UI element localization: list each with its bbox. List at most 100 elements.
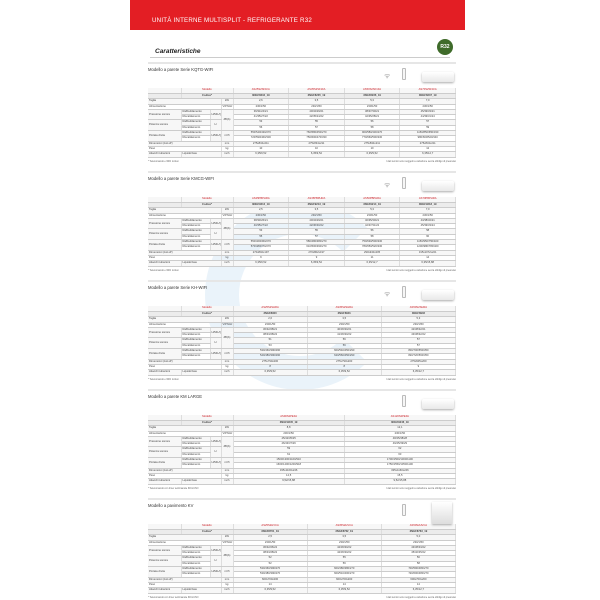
row-label: Dimensioni (AxLxP) <box>148 250 222 256</box>
table-cell <box>148 529 182 536</box>
unit-label: H <box>210 446 222 459</box>
model-label: Modello <box>181 197 234 203</box>
sound-pressure-value: 36/32/26/22 <box>232 545 308 552</box>
product-section: Modello a parete Serie KQTG-WIFI ᯤ Modello… <box>148 62 456 163</box>
size-value: 8,8 <box>232 425 345 432</box>
airflow-value: 1500/1300/1100/910 <box>232 457 345 464</box>
mode-label: Raffreddamento <box>181 130 211 137</box>
weight-value: 14 <box>232 582 308 589</box>
product-code: 3NGF9246_19 <box>344 420 457 427</box>
sound-pressure-value: 42/38/32/21 <box>381 327 457 334</box>
product-code: 3NGF8900 <box>232 311 308 318</box>
airflow-value: 980/660/520/340 <box>399 135 456 142</box>
disclaimer: I dati tecnici sono soggetti a variazion… <box>386 486 456 490</box>
table-row: Riscaldamento 530/480/390/270 600/510/400/… <box>148 571 457 578</box>
sound-power-value: 57 <box>381 343 457 350</box>
table-row: Riscaldamento 53 56 57 <box>148 343 457 350</box>
power-value: 230/1/50 <box>232 431 345 437</box>
size-value: 2,6 <box>232 98 290 105</box>
pipe-value: 9,52/15,88 <box>232 478 345 485</box>
sound-pressure-value: 43/38/32/21 <box>399 218 456 225</box>
airflow-value: 750/600/470/330 <box>288 135 345 142</box>
model-name: AS25S2HVCA <box>232 524 308 530</box>
sound-pressure-value: 45/39/33/21 <box>399 109 456 116</box>
section-title: Modello a parete Serie KMCG-WIFI <box>148 171 456 181</box>
product-code: 3NGF9218_19 <box>399 202 456 209</box>
size-value: 5,3 <box>344 207 401 214</box>
sound-power-value: 57 <box>288 125 345 132</box>
sound-pressure-value: 48/45/38/28 <box>344 436 457 443</box>
table-row: Riscaldamento 46/43/37/26 49/45/39/29 <box>148 441 457 448</box>
pipe-value: 6,35/9,52 <box>232 369 308 376</box>
dimensions-value: 275x845x200 <box>381 359 457 365</box>
table-row: Attacchi tubazioni Liquido/Gas inch 9,52/15… <box>148 478 457 485</box>
airflow-value: 700/590/480/270 <box>381 566 457 573</box>
table-row: Riscaldamento 55 57 58 60 <box>148 234 456 241</box>
sound-power-value: 58 <box>399 228 456 235</box>
size-value: 5,3 <box>344 98 401 105</box>
wall-unit-image <box>422 181 454 191</box>
row-label: Pressione sonora <box>148 436 182 448</box>
product-images: ᯤ <box>376 66 456 88</box>
product-code: 3NGF8237_19 <box>399 93 456 100</box>
weight-value: 8 <box>307 364 382 371</box>
mode-label: Raffreddamento <box>181 545 211 552</box>
wifi-icon: ᯤ <box>384 182 391 189</box>
table-row: Taglia kW 2,6 3,5 5,3 <box>148 316 457 323</box>
row-label: Attacchi tubazioni <box>148 151 182 158</box>
airflow-value: 1150/950/750/400 <box>399 239 456 246</box>
pipe-value: 6,35/12,7 <box>381 369 457 376</box>
airflow-value: 820/720/560/350 <box>381 353 457 360</box>
footnote: * Telecomando e WiFi inclusi <box>148 159 179 163</box>
table-cell <box>148 415 182 421</box>
mode-label: Raffreddamento <box>181 218 211 225</box>
product-section: Modello a parete Serie KMCG-WIFI ᯤ Modello… <box>148 171 456 272</box>
row-label: Attacchi tubazioni <box>148 587 182 594</box>
unit-label: inch <box>221 151 234 158</box>
model-name: AS35S2SF1FA <box>288 88 345 94</box>
row-label: Pressione sonora <box>148 218 182 230</box>
spec-table: Modello AS25PBPHRA AS35PBPHRA AS50PBPHRA AS7… <box>148 197 456 267</box>
table-row: Alimentazione V/Ph/Hz 230/1/50 230/1/50 230/… <box>148 213 456 219</box>
airflow-value: 620/560/450/290 <box>307 353 382 360</box>
row-label: Peso <box>148 146 222 153</box>
unit-label: H/M/L/Q <box>210 348 222 360</box>
row-label: Alimentazione <box>148 213 222 219</box>
unit-label: H/M/L/Q <box>210 566 222 578</box>
model-name: AS35PBPHRA <box>288 197 345 203</box>
row-label: Portata d'aria <box>148 130 182 142</box>
row-label: Peso <box>148 473 222 480</box>
airflow-value: 600/480/380/270 <box>307 566 382 573</box>
pipe-value: 6,35/9,52 <box>232 151 290 158</box>
mode-label: Raffreddamento <box>181 109 211 116</box>
row-label: Peso <box>148 255 222 262</box>
mode-label: Riscaldamento <box>181 244 211 251</box>
row-label: Portata d'aria <box>148 348 182 360</box>
model-name: AS50PBPHRA <box>344 197 401 203</box>
table-row: Dimensioni (AxLxP) mm 275x834x211 275x834x2… <box>148 141 456 147</box>
weight-value: 10 <box>288 146 345 153</box>
pipe-value: 6,35/9,52 <box>232 587 308 594</box>
dimensions-value: 270x802x197 <box>288 250 345 256</box>
airflow-value: 720/590/460/330 <box>232 135 290 142</box>
table-footer: * Telecomando con timer settimanale INCL… <box>148 596 456 599</box>
table-row: Peso kg 14,5 15,5 <box>148 473 457 480</box>
table-row: Peso kg 9 9 11 14 <box>148 255 456 262</box>
airflow-value: 900/580/430/270 <box>344 130 401 137</box>
row-label: Potenza sonora <box>148 337 182 350</box>
row-label: Portata d'aria <box>148 566 182 578</box>
row-label: Taglia <box>148 534 222 541</box>
sound-pressure-value: 42/36/30/22 <box>307 545 382 552</box>
section-title: Modello a parete Serie KQTG-WIFI <box>148 62 456 72</box>
sound-power-value: 57 <box>381 337 457 344</box>
sound-pressure-value: 41/36/30/22 <box>307 332 382 339</box>
power-value: 230/1/50 <box>232 540 308 546</box>
pipe-value: 6,35/12,7 <box>399 151 456 158</box>
row-label: Taglia <box>148 207 222 214</box>
sound-pressure-value: 40/36/30/21 <box>307 327 382 334</box>
unit-label: dB(A) <box>221 109 234 132</box>
product-section: Modello a parete Serie KH-WIFI ᯤ Modello AS… <box>148 280 457 381</box>
model-name: AS50S2SHRA <box>381 306 457 312</box>
unit-label: H/M/L/Q <box>210 109 222 121</box>
model-name: AS70S2SF1FA <box>399 88 456 94</box>
